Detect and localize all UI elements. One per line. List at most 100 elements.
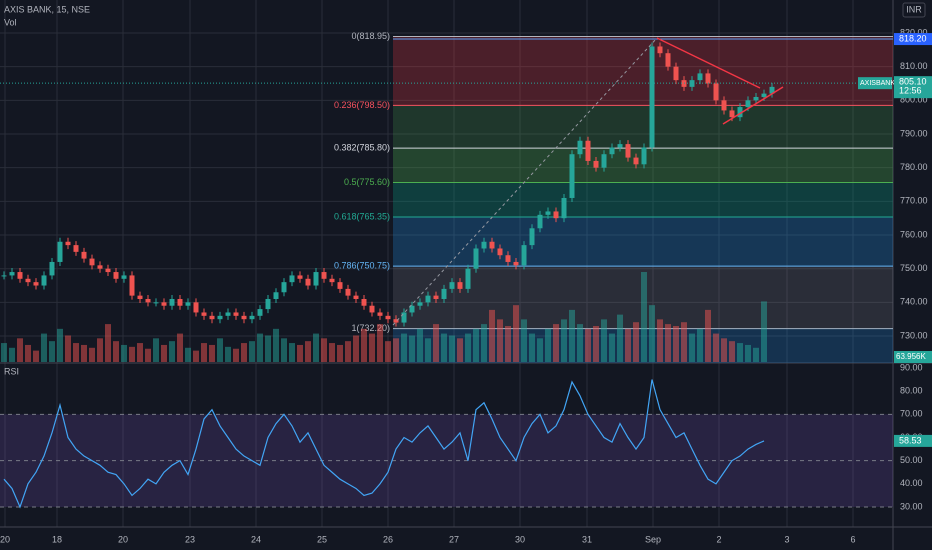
volume-bar — [65, 335, 71, 362]
candle — [441, 288, 447, 299]
fib-label: 0.236(798.50) — [334, 100, 390, 110]
volume-bar — [369, 333, 375, 362]
y-tick-label: 740.00 — [900, 297, 928, 307]
volume-bar — [25, 344, 31, 362]
volume-bar — [201, 343, 207, 362]
volume-bar — [281, 338, 287, 362]
rsi-tick-label: 40.00 — [900, 478, 923, 488]
volume-bar — [641, 272, 647, 362]
candle — [641, 147, 647, 165]
volume-bar — [241, 343, 247, 362]
fib-label: 0.786(750.75) — [334, 261, 390, 271]
candle — [217, 315, 223, 320]
volume-tag — [894, 351, 932, 363]
volume-bar — [721, 338, 727, 362]
trendline — [722, 86, 784, 125]
candle — [625, 144, 631, 158]
candle — [633, 157, 639, 165]
volume-bar — [185, 347, 191, 362]
candle — [585, 140, 591, 161]
candle — [529, 228, 535, 246]
volume-bar — [561, 319, 567, 362]
candle — [313, 272, 319, 286]
currency-box[interactable] — [902, 2, 926, 18]
candle — [233, 312, 239, 316]
rsi-tick-label: 80.00 — [900, 386, 923, 396]
candle — [593, 160, 599, 168]
volume-bar — [473, 328, 479, 362]
candle — [17, 272, 23, 279]
candle — [105, 268, 111, 273]
candle — [81, 251, 87, 259]
candle — [377, 312, 383, 316]
volume-bar — [89, 347, 95, 362]
price-tag-label: 818.20 — [899, 33, 927, 43]
candle — [129, 275, 135, 296]
candle — [321, 272, 327, 279]
volume-bar — [297, 344, 303, 362]
candle — [609, 147, 615, 155]
fib-label: 1(732.20) — [351, 323, 390, 333]
volume-bar — [105, 324, 111, 362]
volume-bar — [177, 333, 183, 362]
y-tick-label: 800.00 — [900, 95, 928, 105]
volume-bar — [1, 343, 7, 362]
y-tick-label: 820.00 — [900, 27, 928, 37]
volume-bar — [193, 350, 199, 362]
volume-bar — [137, 343, 143, 362]
volume-bar — [697, 328, 703, 362]
fib-label: 0(818.95) — [351, 31, 390, 41]
volume-bar — [313, 333, 319, 362]
symbol-tag — [858, 77, 892, 90]
candle — [121, 275, 127, 279]
rsi-tick-label: 90.00 — [900, 362, 923, 372]
volume-bar — [417, 328, 423, 362]
volume-bar — [217, 338, 223, 362]
volume-bar — [393, 338, 399, 362]
candle — [137, 295, 143, 299]
candle — [393, 319, 399, 323]
volume-bar — [545, 328, 551, 362]
candle — [721, 100, 727, 111]
volume-bar — [121, 344, 127, 362]
volume-bar — [273, 328, 279, 362]
volume-bar — [665, 324, 671, 362]
fib-label: 0.382(785.80) — [334, 143, 390, 153]
volume-bar — [737, 343, 743, 362]
rsi-line — [3, 379, 765, 509]
candle — [753, 96, 759, 101]
candle — [769, 86, 775, 94]
candle — [697, 73, 703, 81]
candle — [361, 298, 367, 306]
volume-bar — [321, 338, 327, 362]
candle — [177, 298, 183, 306]
volume-bar — [209, 344, 215, 362]
volume-bar — [289, 343, 295, 362]
volume-bar — [385, 341, 391, 362]
volume-bar — [705, 309, 711, 362]
candle — [297, 275, 303, 279]
candle — [505, 255, 511, 262]
candle — [225, 312, 231, 316]
volume-bar — [129, 346, 135, 362]
x-tick-label: 31 — [582, 534, 592, 544]
candle — [401, 312, 407, 323]
candle — [73, 245, 79, 252]
volume-bar — [161, 344, 167, 362]
candle — [185, 302, 191, 306]
candle — [569, 154, 575, 198]
volume-bar — [625, 328, 631, 362]
x-tick-label: 23 — [185, 534, 195, 544]
volume-bar — [601, 319, 607, 362]
candle — [1, 275, 7, 277]
candle — [209, 315, 215, 320]
candle — [9, 272, 15, 276]
volume-bar — [169, 341, 175, 362]
currency[interactable]: INR — [906, 4, 922, 14]
volume-bar — [593, 326, 599, 362]
volume-bar — [57, 328, 63, 362]
volume-bar — [673, 326, 679, 362]
volume-bar — [377, 324, 383, 362]
candle — [737, 107, 743, 118]
